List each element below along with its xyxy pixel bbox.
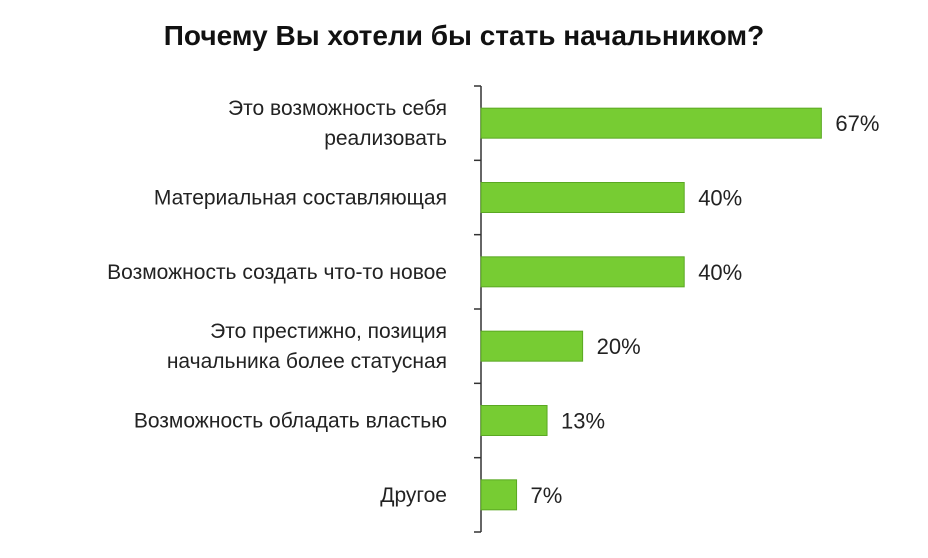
category-label-line: Это престижно, позиция [210, 320, 447, 343]
bar [480, 405, 548, 436]
value-label: 7% [531, 483, 563, 508]
category-label-line: Возможность создать что-то новое [107, 261, 447, 284]
labels-layer: 67% Это возможность себя реализовать 40% Мат… [107, 97, 879, 508]
value-label: 40% [698, 186, 742, 211]
category-label-line: Другое [380, 484, 447, 507]
category-label: Материальная составляющая [154, 187, 447, 210]
bar [480, 107, 822, 139]
category-label: Возможность обладать властью [134, 410, 447, 433]
bars-layer [480, 107, 822, 511]
chart-title: Почему Вы хотели бы стать начальником? [163, 20, 765, 51]
bar [480, 256, 685, 288]
axis-layer [474, 85, 482, 533]
category-label-line: начальника более статусная [167, 350, 447, 373]
bar [480, 182, 685, 213]
value-label: 67% [835, 111, 879, 136]
category-label: Возможность создать что-то новое [107, 261, 447, 284]
category-label: Другое [380, 484, 447, 507]
category-label-line: Возможность обладать властью [134, 410, 447, 433]
value-label: 13% [561, 409, 605, 434]
category-label: Это возможность себя реализовать [228, 97, 447, 150]
value-label: 20% [597, 334, 641, 359]
bar [480, 330, 584, 362]
value-label: 40% [698, 260, 742, 285]
category-label-line: Материальная составляющая [154, 187, 447, 210]
category-label-line: реализовать [324, 127, 447, 150]
category-label: Это престижно, позиция начальника более с… [167, 320, 447, 373]
category-label-line: Это возможность себя [228, 97, 447, 120]
bar [480, 479, 518, 511]
